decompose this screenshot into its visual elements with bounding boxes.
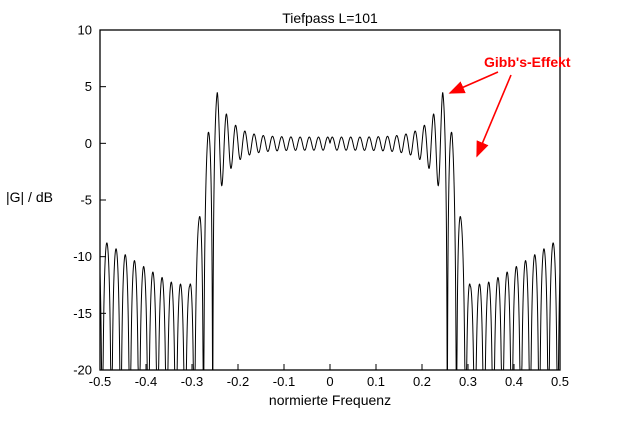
y-tick-label: 0 [85,136,92,151]
x-tick-label: 0.2 [413,374,431,389]
gibbs-effect-annotation: Gibb's-Effekt [484,54,571,70]
x-tick-label: 0.4 [505,374,523,389]
x-tick-label: -0.2 [227,374,249,389]
x-tick-label: -0.3 [181,374,203,389]
y-tick-label: 5 [85,79,92,94]
y-tick-label: -10 [73,249,92,264]
x-tick-label: -0.1 [273,374,295,389]
response-curve [100,92,560,370]
y-tick-label: -15 [73,306,92,321]
y-tick-label: 10 [78,23,92,38]
annotation-arrow [448,71,499,94]
x-tick-label: -0.5 [89,374,111,389]
y-axis-label: |G| / dB [6,189,53,205]
chart-title: Tiefpass L=101 [282,10,378,26]
x-tick-label: 0.1 [367,374,385,389]
x-tick-label: 0 [326,374,333,389]
x-axis-label: normierte Frequenz [268,392,392,408]
x-tick-label: 0.5 [551,374,569,389]
x-tick-label: 0.3 [459,374,477,389]
y-tick-label: -20 [73,363,92,378]
annotation-arrow [476,74,512,158]
x-tick-label: -0.4 [135,374,157,389]
y-tick-label: -5 [80,193,92,208]
